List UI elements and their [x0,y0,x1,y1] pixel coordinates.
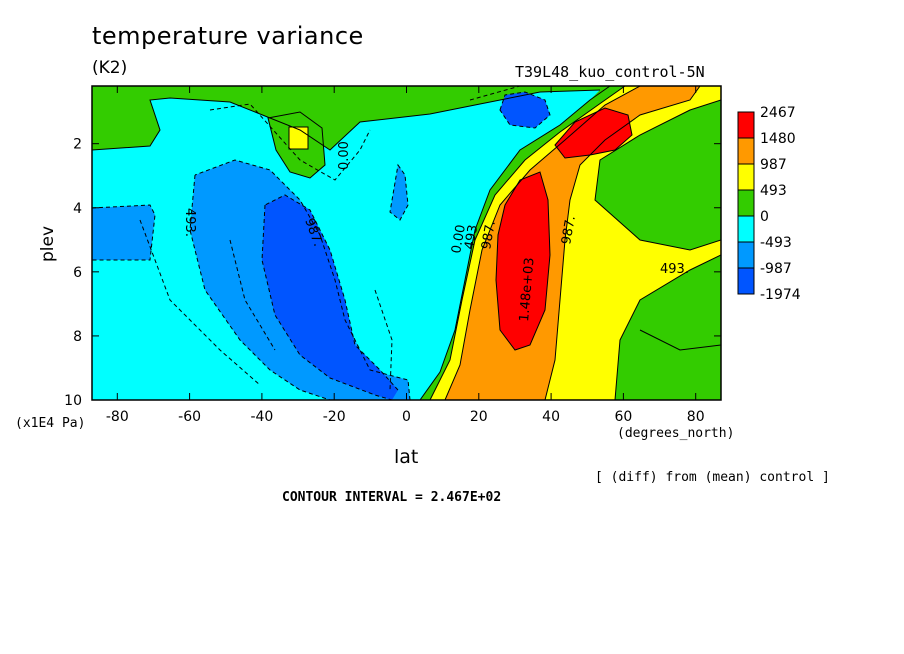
contour-label: 987. [559,215,579,246]
y-tick-label: 6 [73,265,82,281]
region-darkblue [262,195,398,400]
y-axis-units: (x1E4 Pa) [15,416,86,431]
x-axis-label: lat [394,446,419,468]
contour-label: 987. [479,220,499,251]
legend-swatch [737,215,755,243]
y-tick-label: 8 [73,329,82,345]
contour-interval: CONTOUR INTERVAL = 2.467E+02 [282,490,502,505]
y-tick-label: 2 [73,137,82,153]
x-tick-label: -20 [323,409,346,425]
region-red-top [555,108,632,158]
legend-label: -1974 [760,287,801,303]
x-tick-label: 40 [542,409,560,425]
legend-label: -493 [760,235,792,251]
x-axis: -80 -60 -40 -20 0 20 40 60 80 [106,86,705,425]
legend-label: 493 [760,183,787,199]
x-tick-label: 80 [687,409,705,425]
contour-label: 493. [660,262,689,277]
contour-label: 1.48e+03 [517,257,538,322]
contour-labels: 0.00 493. 987. 0.00 493 987. 1.48e+03 98… [182,141,689,322]
x-tick-label: -60 [178,409,201,425]
run-id-label: T39L48_kuo_control-5N [515,63,705,81]
y-tick-label: 4 [73,201,82,217]
legend-swatch [737,111,755,139]
legend-label: 987 [760,157,787,173]
y-axis-label: plev [38,225,58,262]
legend-swatch [737,163,755,191]
chart-units: (K2) [92,58,128,78]
contour-label: 0.00 [449,224,469,255]
legend-label: -987 [760,261,792,277]
contour-label: 493 [462,224,481,251]
legend-label: 1480 [760,131,796,147]
diff-note: [ (diff) from (mean) control ] [595,470,830,485]
x-tick-label: 60 [614,409,632,425]
color-legend: 2467 1480 987 493 0 -493 -987 -1974 [737,105,801,303]
x-axis-units: (degrees_north) [617,426,735,441]
x-tick-label: -40 [250,409,273,425]
contour-fill-layer: 0.00 493. 987. 0.00 493 987. 1.48e+03 98… [92,86,721,400]
region-yellow-island [289,127,308,149]
contour-label: 493. [182,208,197,237]
legend-label: 0 [760,209,769,225]
legend-swatch [737,189,755,217]
region-blue [92,205,155,260]
legend-label: 2467 [760,105,796,121]
x-tick-label: 0 [402,409,411,425]
region-red-tall [496,172,550,350]
legend-swatch [737,241,755,269]
y-axis: 2 4 6 8 10 [64,137,721,409]
contour-label: 0.00 [337,141,352,170]
region-blue-sliver [390,165,408,220]
x-tick-label: 20 [470,409,488,425]
contour-line-zero [92,89,601,151]
y-tick-label: 10 [64,393,82,409]
x-tick-label: -80 [106,409,129,425]
region-darkblue-top [500,92,550,128]
legend-swatch [737,137,755,165]
chart-title: temperature variance [92,22,364,50]
legend-swatch [737,267,755,295]
